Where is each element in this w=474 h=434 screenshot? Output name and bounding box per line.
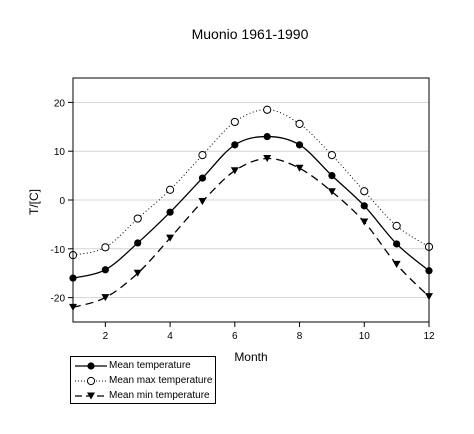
data-point-mean (231, 141, 239, 149)
data-point-max (263, 105, 272, 114)
y-tick-label: 20 (54, 98, 66, 109)
data-point-max (230, 117, 239, 127)
data-point-mean (134, 239, 142, 247)
data-point-min (198, 197, 207, 205)
data-point-mean (360, 202, 368, 210)
data-point-max (198, 151, 207, 160)
y-axis-label: T/[C] (27, 189, 41, 215)
legend-item-mean-max-temperature: Mean max temperature (71, 374, 217, 388)
data-point-mean (393, 240, 401, 248)
x-tick-label: 8 (297, 331, 303, 342)
data-point-mean (263, 132, 271, 141)
x-tick-label: 10 (359, 331, 371, 342)
series-line-2 (72, 109, 430, 256)
data-point-max (360, 187, 369, 196)
data-point-min (166, 234, 175, 242)
data-point-max (101, 243, 110, 252)
legend: Mean temperature Mean max temperature Me… (70, 356, 216, 404)
legend-label: Mean min temperature (109, 390, 210, 401)
data-point-mean (295, 141, 304, 149)
legend-swatch-dashed-filled-triangle (75, 392, 107, 400)
data-point-mean (101, 266, 109, 274)
legend-swatch-solid-filled-circle (75, 362, 107, 370)
x-tick-label: 4 (167, 331, 173, 342)
x-tick-label: 2 (103, 331, 109, 342)
data-point-min (360, 218, 369, 226)
data-point-mean (328, 172, 336, 180)
data-point-min (133, 269, 142, 277)
y-tick-label: 0 (59, 196, 65, 207)
data-point-min (230, 167, 239, 175)
x-tick-label: 12 (423, 331, 435, 342)
data-point-max (133, 214, 142, 223)
data-point-min (392, 260, 401, 268)
axis-ticks: -20 -10 0 10 20 2 4 6 8 10 12 (51, 98, 435, 342)
data-point-max (295, 119, 304, 128)
y-tick-label: 10 (54, 147, 66, 158)
data-point-max (327, 151, 337, 160)
data-point-max (165, 185, 175, 194)
y-tick-label: -10 (51, 245, 66, 256)
data-series (68, 105, 434, 311)
legend-item-mean-temperature: Mean temperature (71, 359, 217, 373)
data-point-max (392, 221, 401, 230)
x-axis-label: Month (234, 350, 267, 364)
chart-title: Muonio 1961-1990 (192, 26, 309, 42)
data-point-min (327, 188, 336, 196)
grid-lines (73, 101, 429, 299)
data-point-min (101, 294, 110, 302)
data-point-mean (166, 208, 174, 216)
legend-item-mean-min-temperature: Mean min temperature (71, 389, 217, 403)
data-point-mean (198, 174, 207, 182)
y-tick-label: -20 (51, 294, 66, 305)
data-point-min (295, 164, 304, 172)
legend-label: Mean max temperature (109, 375, 213, 386)
legend-label: Mean temperature (109, 360, 191, 371)
data-point-min (263, 155, 272, 163)
legend-swatch-dotted-open-circle (75, 376, 107, 386)
series-line-3 (72, 157, 430, 308)
series-line-1 (72, 135, 430, 279)
x-tick-label: 6 (232, 331, 238, 342)
